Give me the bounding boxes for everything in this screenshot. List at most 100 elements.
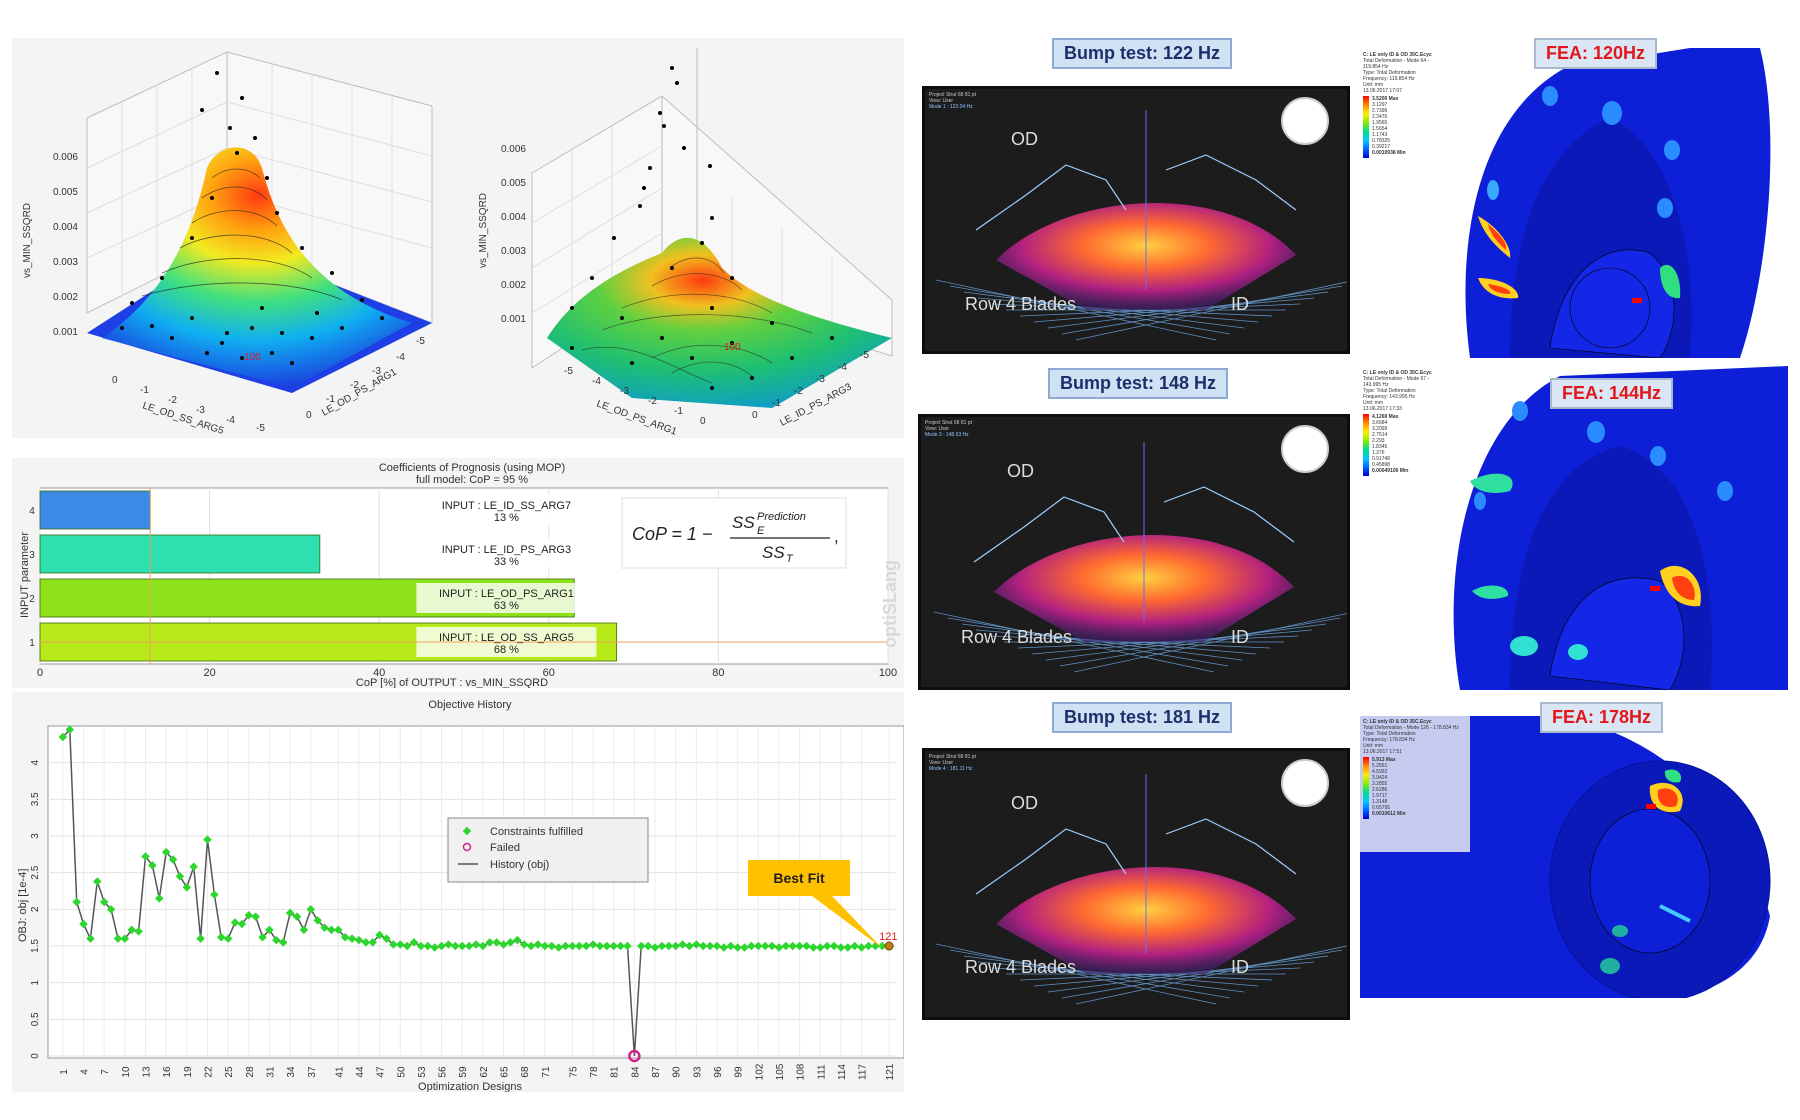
bump-2-header: Project Strut 68 81 pt	[925, 420, 972, 426]
right-xt-1: -4	[592, 376, 601, 387]
cop-label-bg	[416, 495, 597, 525]
fea-3-line-0: Total Deformation - Mode 126 - 178.834 H…	[1363, 725, 1459, 731]
history-point	[203, 835, 212, 844]
fea-2-step-2: 2.7514	[1372, 432, 1388, 438]
cop-bar-4	[39, 490, 151, 530]
fea-3-max: 5.913 Max	[1372, 757, 1396, 763]
history-point	[409, 938, 419, 947]
fea-2-step-4: 1.8345	[1372, 444, 1388, 450]
history-point	[86, 934, 95, 943]
left-sample-points	[120, 71, 384, 365]
fea-3-step-0: 5.2561	[1372, 763, 1388, 769]
bump-2-mode: Mode 3 : 148.63 Hz	[925, 432, 969, 438]
history-xtick-29: 90	[672, 1066, 683, 1078]
right-zlabel: vs_MIN_SSQRD	[478, 193, 489, 268]
history-legend: Constraints fulfilled Failed History (ob…	[447, 817, 649, 883]
history-xlabel: Optimization Designs	[418, 1081, 522, 1092]
bump-1-orientation-icon	[1281, 97, 1329, 145]
history-xtick-23: 71	[541, 1066, 552, 1078]
history-xtick-24: 75	[568, 1066, 579, 1078]
bump-grid-line	[1075, 945, 1347, 1005]
fea-3-line-2: Frequency: 178.834 Hz	[1363, 737, 1415, 743]
left-surface-peak	[102, 147, 412, 388]
history-xtick-6: 19	[183, 1066, 194, 1078]
bump-1-row-label: Row 4 Blades	[965, 294, 1077, 314]
history-ytick-8: 4	[30, 759, 41, 765]
fea-label-3: FEA: 178Hz	[1540, 702, 1664, 733]
fea-2-legend: C: LE only ID & OD 35C.Ecyc Total Deform…	[1363, 370, 1443, 476]
history-xtick-9: 28	[245, 1066, 256, 1078]
fea-2-step-5: 1.376	[1372, 450, 1385, 456]
fea-1-model	[1465, 48, 1771, 358]
cop-chart-svg: Coefficients of Prognosis (using MOP) fu…	[19, 462, 900, 688]
fea-3-step-1: 4.5992	[1372, 769, 1388, 775]
history-point	[189, 862, 198, 872]
left-plot-marker: 100	[244, 352, 261, 363]
history-point	[457, 941, 467, 951]
right-zt-4: 0.002	[501, 280, 526, 291]
history-xtick-27: 84	[630, 1066, 641, 1078]
bump-2-view: View: User	[925, 426, 950, 432]
left-yt-1: -1	[326, 394, 335, 405]
bump-3-view: View: User	[929, 760, 954, 766]
fea-1-min: 0.0010938 Min	[1372, 150, 1406, 156]
history-xtick-5: 16	[162, 1066, 173, 1078]
right-yt-5: -5	[860, 350, 869, 361]
cop-category-4: 4	[29, 506, 35, 517]
history-point	[93, 877, 102, 886]
history-point	[134, 927, 143, 936]
bump-od-wire	[975, 164, 1127, 231]
right-yt-3: -3	[816, 374, 825, 385]
right-xt-3: -2	[648, 396, 657, 407]
history-point	[320, 923, 329, 932]
history-xtick-26: 81	[610, 1066, 621, 1078]
history-point	[230, 918, 240, 927]
history-point	[334, 925, 343, 935]
bump-3-mode: Mode 4 : 181.11 Hz	[929, 766, 973, 772]
fea-1-max: 3.5200 Max	[1372, 96, 1399, 102]
history-point	[313, 916, 322, 925]
cop-xtick-1: 20	[203, 667, 215, 679]
left-xt-2: -2	[168, 395, 177, 406]
history-xtick-34: 105	[775, 1063, 786, 1080]
cop-bar-3	[39, 534, 321, 574]
history-point	[223, 934, 233, 943]
history-point	[327, 925, 336, 935]
bump-mesh-group	[935, 774, 1347, 1005]
history-xtick-20: 62	[479, 1066, 490, 1078]
fea-2-step-7: 0.45898	[1372, 462, 1391, 468]
history-point	[492, 938, 501, 947]
history-point	[375, 930, 384, 940]
cop-bar-label-4: INPUT : LE_ID_SS_ARG7	[442, 500, 571, 512]
history-xtick-13: 41	[334, 1066, 345, 1078]
bump-3-header: Project Strut 68 81 pt	[929, 754, 976, 760]
history-point	[272, 935, 281, 945]
history-xtick-28: 87	[651, 1066, 662, 1078]
right-xt-2: -3	[620, 386, 629, 397]
right-surface-plot: 100 0.006 0.005 0.004 0.003 0.002 0.001 …	[478, 48, 893, 438]
cop-category-3: 3	[29, 550, 35, 561]
left-zt-2: 0.004	[53, 222, 78, 233]
fea-1-step-4: 1.5654	[1372, 126, 1388, 132]
history-point	[258, 932, 267, 942]
fea-panel-2: C: LE only ID & OD 35C.Ecyc Total Deform…	[1360, 366, 1788, 690]
history-point	[161, 847, 171, 857]
bump-1-mesh	[935, 110, 1347, 341]
history-ytick-3: 1.5	[30, 939, 41, 953]
history-xtick-16: 50	[396, 1066, 407, 1078]
left-zt-5: 0.001	[53, 327, 78, 338]
fea-3-step-2: 3.9424	[1372, 775, 1388, 781]
cop-ylabel: INPUT parameter	[19, 532, 31, 618]
history-ytick-5: 2.5	[30, 865, 41, 879]
fea-1-legend-title: C: LE only ID & OD 35C.Ecyc	[1363, 52, 1432, 58]
history-point	[423, 941, 433, 951]
cop-bar-value-3: 33 %	[494, 556, 519, 568]
fea-2-max: 4.1269 Max	[1372, 414, 1399, 420]
left-yt-4: -4	[396, 352, 405, 363]
history-xtick-25: 78	[589, 1066, 600, 1078]
fea-2-line-3: Unit: mm	[1363, 400, 1383, 406]
best-fit-label: Best Fit	[773, 870, 825, 886]
right-zt-3: 0.003	[501, 246, 526, 257]
fea-2-step-3: 2.293	[1372, 438, 1385, 444]
history-xtick-14: 44	[355, 1066, 366, 1078]
